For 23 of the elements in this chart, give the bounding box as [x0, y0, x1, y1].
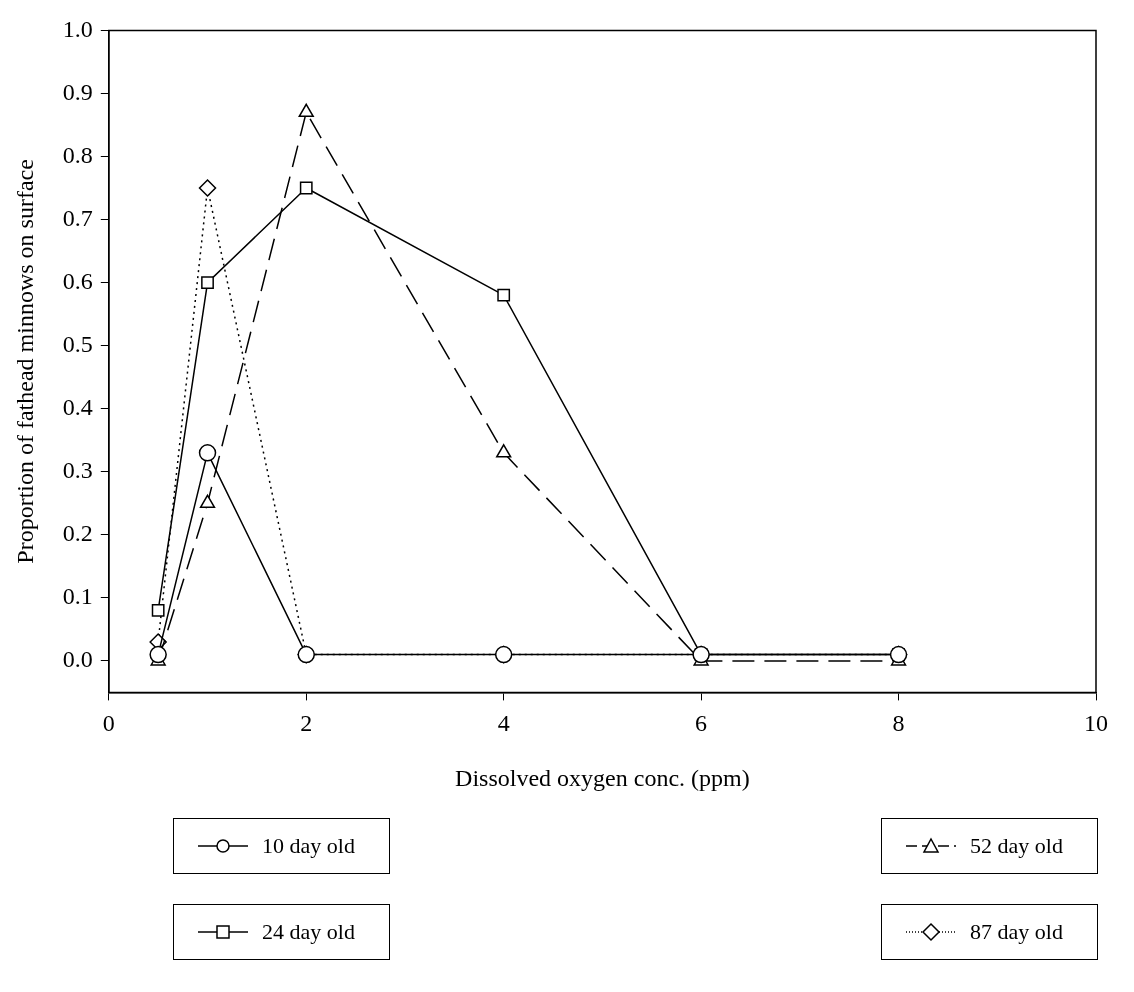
x-tick-label: 4 [497, 710, 510, 737]
x-tick-label: 10 [1084, 710, 1108, 737]
y-tick-label: 0.6 [62, 267, 93, 294]
y-tick-label: 0.2 [62, 520, 93, 547]
x-tick-label: 8 [892, 710, 905, 737]
y-tick-label: 0.7 [62, 204, 93, 231]
x-tick-label: 2 [300, 710, 313, 737]
y-tick-label: 1.0 [62, 15, 93, 42]
legend-label: 87 day old [970, 919, 1063, 945]
y-tick-label: 0.3 [62, 457, 93, 484]
y-tick-label: 0.1 [62, 583, 93, 610]
y-tick-label: 0.8 [62, 141, 93, 168]
y-axis-title: Proportion of fathead minnows on surface [11, 159, 38, 564]
x-axis-title: Dissolved oxygen conc. (ppm) [455, 764, 750, 791]
legend-label: 10 day old [262, 833, 355, 859]
y-tick-label: 0.5 [62, 330, 93, 357]
x-tick-label: 6 [695, 710, 708, 737]
x-tick-label: 0 [102, 710, 115, 737]
y-tick-label: 0.9 [62, 78, 93, 105]
y-tick-label: 0.4 [62, 393, 93, 420]
legend-label: 24 day old [262, 919, 355, 945]
legend-label: 52 day old [970, 833, 1063, 859]
y-tick-label: 0.0 [62, 646, 93, 673]
